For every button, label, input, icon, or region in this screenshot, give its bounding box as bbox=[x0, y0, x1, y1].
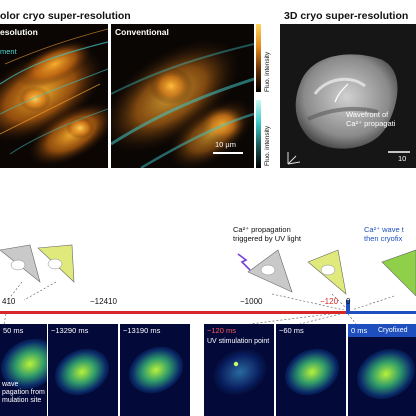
tick-label-2: −12410 bbox=[90, 297, 117, 306]
cyan-colorbar-label: Fluo. intensity bbox=[264, 125, 271, 166]
frame-left-1-time: 50 ms bbox=[3, 326, 24, 335]
3d-annotation: Wavefront of bbox=[346, 110, 389, 119]
super-resolution-sublabel: ment bbox=[0, 47, 17, 56]
3d-scale-label: 10 bbox=[398, 154, 407, 163]
frame-connectors bbox=[3, 314, 357, 324]
frame-right-3-time: 0 ms bbox=[351, 326, 368, 335]
conventional-image: Conventional 10 µm bbox=[111, 24, 254, 168]
frame-left-3: −13190 ms bbox=[120, 324, 190, 416]
orange-colorbar-label: Fluo. intensity bbox=[264, 51, 271, 92]
frame-left-3-time: −13190 ms bbox=[123, 326, 161, 335]
3d-cell-volume bbox=[280, 24, 416, 168]
tick-label-5: 0 bbox=[346, 297, 351, 306]
tick-label-3: −1000 bbox=[240, 297, 263, 306]
scale-bar-label: 10 µm bbox=[215, 140, 236, 149]
3d-reconstruction-image: Wavefront of Ca²⁺ propagati 10 bbox=[280, 24, 416, 168]
cell-schematic-5 bbox=[381, 249, 416, 297]
uv-annotation-line2: triggered by UV light bbox=[233, 234, 301, 243]
frame-right-3-banner bbox=[348, 324, 416, 337]
timeline-zero-marker bbox=[346, 300, 350, 314]
frame-right-1-note: UV stimulation point bbox=[207, 338, 270, 345]
uv-lightning-icon bbox=[237, 253, 251, 271]
frame-right-1-time: −120 ms bbox=[207, 326, 236, 335]
cell-schematics bbox=[0, 244, 416, 310]
cryofix-annotation-line2: then cryofix bbox=[364, 234, 403, 243]
scale-bar bbox=[213, 152, 243, 154]
tick-label-4: −120 bbox=[320, 297, 339, 306]
timeline-red-segment bbox=[0, 311, 348, 314]
3d-annotation-2: Ca²⁺ propagati bbox=[346, 119, 396, 128]
frame-right-2-time: −60 ms bbox=[279, 326, 304, 335]
cyan-colorbar bbox=[256, 100, 261, 168]
frame-right-2: −60 ms bbox=[276, 324, 346, 416]
cryofix-annotation-line1: Ca²⁺ wave t bbox=[364, 225, 404, 234]
conventional-cells bbox=[111, 24, 254, 168]
frame-left-2: −13290 ms bbox=[48, 324, 118, 416]
frame-right-3: 0 ms Cryofixed bbox=[348, 324, 416, 416]
frame-left-1: 50 ms wave pagation from mulation site bbox=[0, 324, 47, 416]
frame-left-2-time: −13290 ms bbox=[51, 326, 89, 335]
frame-right-1: −120 ms UV stimulation point bbox=[204, 324, 274, 416]
super-resolution-cells bbox=[0, 24, 108, 168]
super-resolution-label: esolution bbox=[0, 27, 38, 37]
frame-right-3-note: Cryofixed bbox=[378, 327, 408, 334]
uv-annotation-line1: Ca²⁺ propagation bbox=[233, 225, 291, 234]
conventional-label: Conventional bbox=[115, 27, 169, 37]
super-resolution-image: esolution ment bbox=[0, 24, 108, 168]
figure-heading-left: olor cryo super-resolution bbox=[0, 10, 131, 22]
orange-colorbar bbox=[256, 24, 261, 92]
frame-left-1-note-text: wave pagation from mulation site bbox=[2, 381, 45, 404]
timeline-blue-segment bbox=[348, 311, 416, 314]
tick-label-1: 410 bbox=[2, 297, 16, 306]
figure-heading-right: 3D cryo super-resolution bbox=[284, 10, 409, 22]
frame-left-1-note: wave pagation from mulation site bbox=[2, 381, 45, 405]
